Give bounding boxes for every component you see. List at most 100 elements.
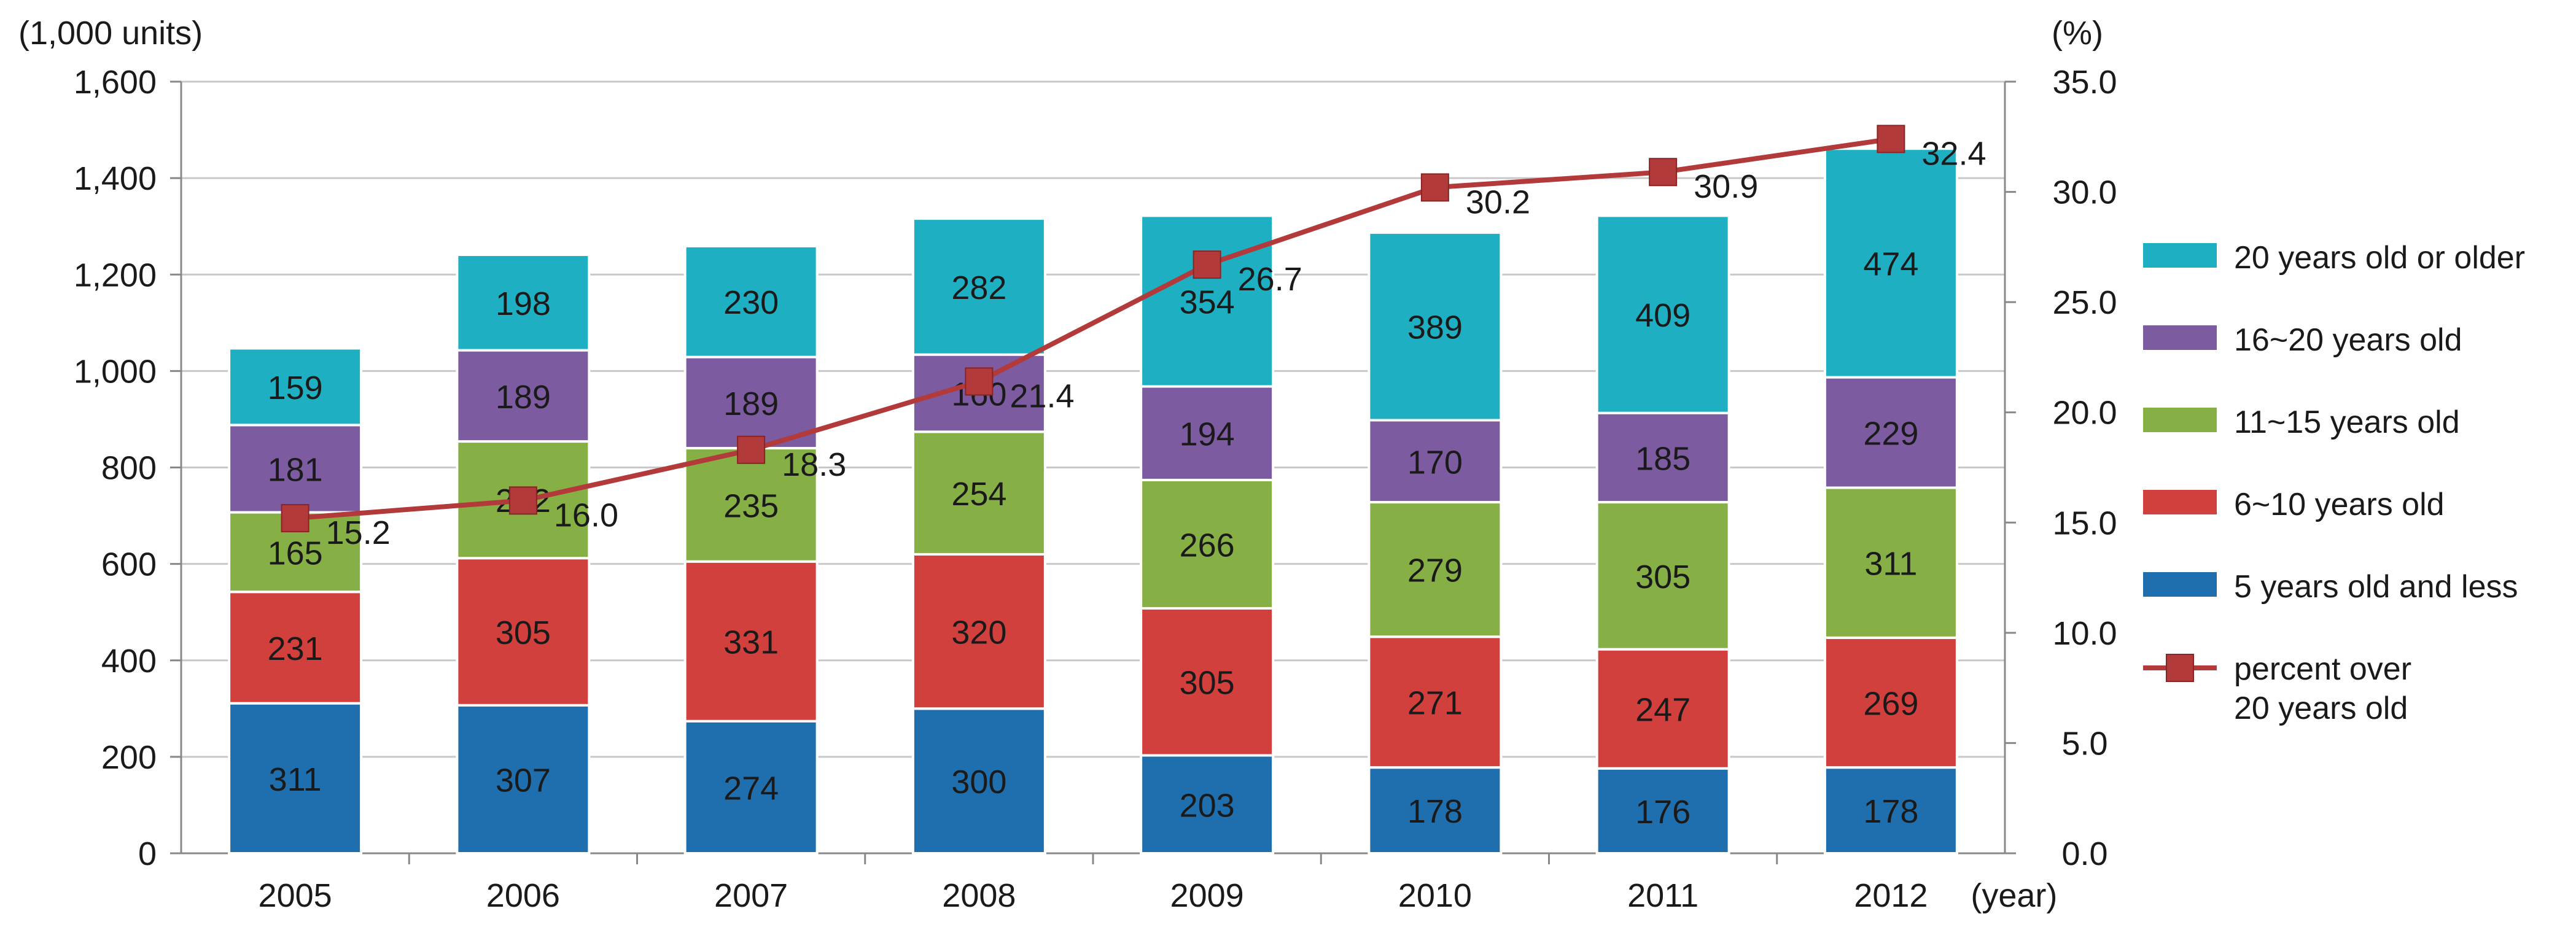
bar-segment bbox=[1140, 478, 1275, 610]
y2-tick-label: 15.0 bbox=[2052, 505, 2117, 541]
y-tick-label: 1,600 bbox=[74, 64, 157, 101]
bar-segment bbox=[456, 349, 591, 443]
bar-value-label: 178 bbox=[1407, 793, 1463, 830]
axes: 0 200 400 600 800 1,000 1,200 1,400 1,600 0.0 5.0 1… bbox=[74, 64, 2117, 914]
y-tick-label: 1,400 bbox=[74, 160, 157, 197]
bar-segment bbox=[1140, 607, 1275, 757]
y-tick-label: 400 bbox=[101, 643, 157, 680]
bar-segment bbox=[911, 707, 1046, 855]
percent-point-marker bbox=[1193, 250, 1221, 279]
y2-tick-label: 0.0 bbox=[2061, 835, 2107, 872]
bar-value-label: 305 bbox=[496, 614, 551, 651]
percent-point-marker bbox=[1649, 158, 1678, 187]
legend-label: percent over bbox=[2234, 651, 2411, 687]
legend-swatch bbox=[2143, 408, 2217, 432]
bar-segment bbox=[1368, 231, 1503, 422]
bar-value-label: 311 bbox=[1864, 546, 1917, 583]
bar-segment bbox=[1595, 214, 1730, 414]
bar-value-label: 474 bbox=[1863, 246, 1918, 282]
bar-segment bbox=[1368, 501, 1503, 638]
left-axis-unit: (1,000 units) bbox=[18, 15, 203, 52]
y-tick-label: 1,000 bbox=[74, 353, 157, 390]
bar-segment bbox=[911, 217, 1046, 356]
bar-value-label: 274 bbox=[723, 770, 779, 807]
bar-value-label: 247 bbox=[1635, 692, 1691, 729]
bar-segment bbox=[456, 254, 591, 352]
bar-value-label: 170 bbox=[1407, 444, 1463, 481]
bar-segment bbox=[456, 557, 591, 707]
x-tick-label: 2005 bbox=[259, 877, 332, 914]
bar-value-label: 254 bbox=[951, 476, 1006, 513]
legend: 20 years old or older 16~20 years old 11~1… bbox=[2143, 240, 2525, 726]
x-tick-label: 2007 bbox=[714, 877, 788, 914]
bar-segment bbox=[1368, 419, 1503, 504]
percent-point-label: 32.4 bbox=[1921, 135, 1986, 172]
bar-value-label: 300 bbox=[951, 764, 1006, 800]
percent-line: 15.2 16.0 18.3 21.4 26.7 30.2 30.9 32.4 bbox=[281, 125, 1986, 551]
legend-swatch bbox=[2143, 243, 2217, 268]
bar-segment bbox=[683, 355, 819, 450]
bar-segment bbox=[683, 719, 819, 855]
bar-value-label: 305 bbox=[1180, 665, 1235, 702]
x-tick-label: 2011 bbox=[1627, 877, 1699, 914]
bar-segment bbox=[1595, 411, 1730, 504]
bar-value-label: 176 bbox=[1635, 794, 1691, 831]
percent-point-marker bbox=[508, 486, 537, 515]
y2-tick-label: 30.0 bbox=[2052, 174, 2117, 211]
bar-segment bbox=[683, 447, 819, 563]
percent-point-marker bbox=[281, 504, 309, 533]
bar-value-label: 269 bbox=[1863, 685, 1918, 722]
bar-segment bbox=[1368, 635, 1503, 769]
bar-segment bbox=[911, 552, 1046, 710]
bar-value-label: 230 bbox=[723, 284, 779, 321]
bar-segment bbox=[683, 244, 819, 359]
x-axis-unit: (year) bbox=[1971, 877, 2057, 914]
legend-label: 11~15 years old bbox=[2234, 405, 2460, 440]
bar-segment bbox=[228, 591, 363, 705]
bar-value-label: 194 bbox=[1180, 416, 1235, 453]
bar-value-label: 271 bbox=[1407, 685, 1463, 722]
bar-segment bbox=[228, 702, 363, 855]
y2-tick-label: 35.0 bbox=[2052, 64, 2117, 101]
bar-value-label: 203 bbox=[1180, 787, 1235, 824]
bar-segment bbox=[228, 424, 363, 514]
percent-point-marker bbox=[965, 367, 994, 396]
bar-value-label: 159 bbox=[268, 370, 323, 406]
percent-line-path bbox=[295, 136, 1891, 521]
percent-point-label: 30.9 bbox=[1694, 168, 1758, 205]
bar-value-label: 354 bbox=[1180, 284, 1235, 320]
legend-label: 6~10 years old bbox=[2234, 487, 2445, 522]
bar-segment bbox=[683, 560, 819, 723]
y-tick-label: 200 bbox=[101, 739, 157, 776]
bar-value-label: 389 bbox=[1407, 309, 1463, 346]
bar-value-label: 235 bbox=[723, 487, 779, 524]
legend-line-marker bbox=[2166, 654, 2194, 682]
bar-value-label: 279 bbox=[1407, 552, 1463, 589]
y-tick-label: 1,200 bbox=[74, 257, 157, 293]
legend-swatch bbox=[2143, 490, 2217, 514]
bar-value-label: 282 bbox=[951, 269, 1006, 306]
y-tick-label: 800 bbox=[101, 450, 157, 487]
x-tick-label: 2012 bbox=[1854, 877, 1928, 914]
y2-tick-label: 5.0 bbox=[2061, 725, 2107, 762]
bar-value-label: 178 bbox=[1863, 793, 1918, 830]
percent-point-marker bbox=[1877, 125, 1905, 153]
bar-value-label: 181 bbox=[268, 451, 323, 488]
bar-value-label: 305 bbox=[1635, 559, 1691, 595]
bar-segment bbox=[1595, 501, 1730, 651]
legend-label: 16~20 years old bbox=[2234, 322, 2462, 358]
bar-value-label: 165 bbox=[268, 535, 323, 572]
bar-segment bbox=[456, 704, 591, 855]
legend-swatch bbox=[2143, 325, 2217, 350]
bar-segment bbox=[1823, 766, 1958, 855]
right-axis-unit: (%) bbox=[2052, 15, 2103, 52]
bar-segment bbox=[1823, 486, 1958, 639]
legend-label: 20 years old or older bbox=[2234, 240, 2525, 276]
bar-segment bbox=[1823, 147, 1958, 379]
percent-point-label: 30.2 bbox=[1466, 184, 1530, 220]
legend-swatch bbox=[2143, 572, 2217, 597]
bar-segment bbox=[1140, 214, 1275, 388]
bar-value-label: 189 bbox=[723, 386, 779, 422]
bar-value-label: 198 bbox=[496, 285, 551, 322]
